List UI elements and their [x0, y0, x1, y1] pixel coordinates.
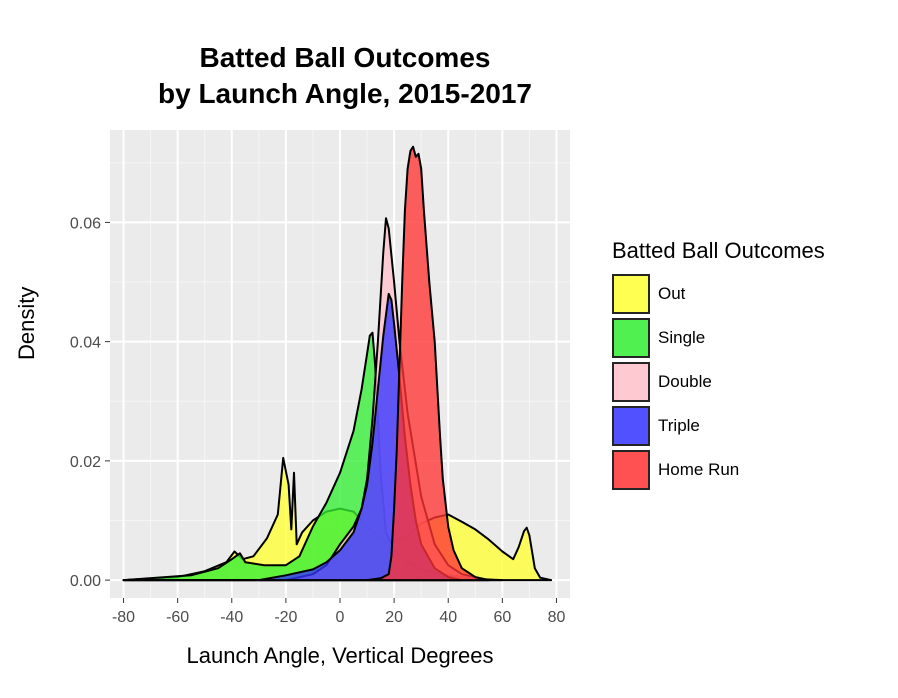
legend-swatch [612, 274, 650, 314]
x-tick-label: -60 [166, 609, 189, 626]
x-axis-label: Launch Angle, Vertical Degrees [186, 643, 494, 668]
y-tick-label: 0.00 [70, 573, 101, 590]
x-tick-label: 20 [385, 609, 403, 626]
chart-title: Batted Ball Outcomes by Launch Angle, 20… [60, 40, 630, 112]
legend-label: Home Run [658, 460, 740, 479]
x-tick-label: 80 [548, 609, 566, 626]
y-tick-label: 0.04 [70, 335, 101, 352]
legend-swatch [612, 362, 650, 402]
legend-label: Out [658, 284, 686, 303]
legend-swatch [612, 318, 650, 358]
plot-svg: -80 -60 -40 -20 0 20 40 60 80 0.00 0.02 0.04 0.06 [70, 130, 570, 626]
legend-label: Double [658, 372, 712, 391]
legend-item-out: Out [612, 272, 825, 316]
chart-title-line2: by Launch Angle, 2015-2017 [158, 78, 532, 109]
x-tick-label: 0 [336, 609, 345, 626]
x-tick-label: -80 [112, 609, 135, 626]
legend-item-home-run: Home Run [612, 448, 825, 492]
x-tick-label: 60 [493, 609, 511, 626]
legend-swatch [612, 406, 650, 446]
legend-items: Out Single Double Triple Home Run [612, 272, 825, 492]
legend-label: Triple [658, 416, 700, 435]
x-tick-label: 40 [439, 609, 457, 626]
legend-title: Batted Ball Outcomes [612, 238, 825, 263]
legend: Batted Ball Outcomes Out Single Double Trip… [612, 238, 825, 492]
legend-item-single: Single [612, 316, 825, 360]
x-tick-label: -40 [220, 609, 243, 626]
legend-item-triple: Triple [612, 404, 825, 448]
x-tick-label: -20 [274, 609, 297, 626]
legend-swatch [612, 450, 650, 490]
chart-title-line1: Batted Ball Outcomes [199, 42, 491, 73]
density-area-home-run [366, 145, 490, 582]
y-tick-label: 0.06 [70, 215, 101, 232]
legend-item-double: Double [612, 360, 825, 404]
y-tick-label: 0.02 [70, 454, 101, 471]
legend-label: Single [658, 328, 706, 347]
